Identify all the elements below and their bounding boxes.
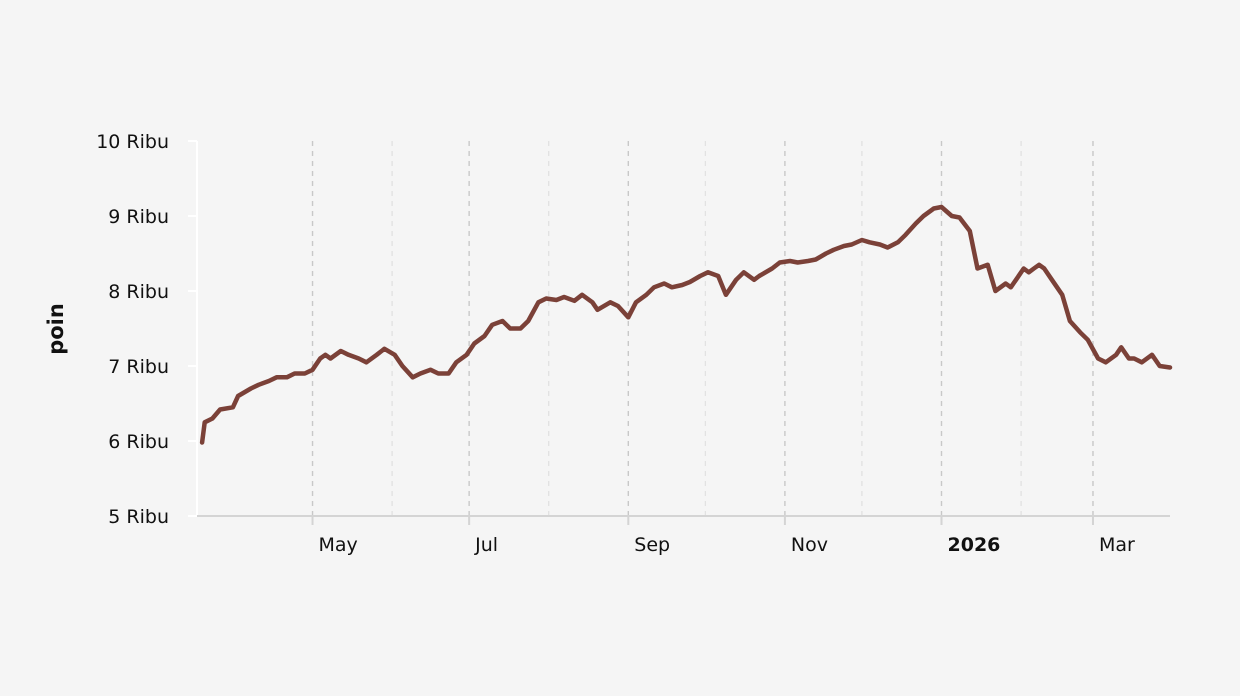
y-tick-label: 8 Ribu: [108, 281, 169, 303]
series-line-0: [199, 204, 1173, 445]
x-axis-ticks: May Jul Sep Nov 2026 Mar: [311, 516, 1135, 556]
x-tick-label: 2026: [948, 534, 1001, 556]
y-tick-label: 6 Ribu: [108, 431, 169, 453]
x-tick-label: Mar: [1099, 534, 1135, 556]
y-tick-label: 5 Ribu: [108, 506, 169, 528]
y-axis-ticks: 5 Ribu 6 Ribu 7 Ribu 8 Ribu 9 Ribu 10 Ribu: [96, 131, 197, 528]
series-layer: [199, 204, 1173, 445]
y-axis-title: poin: [44, 303, 68, 355]
y-tick-label: 10 Ribu: [96, 131, 169, 153]
y-tick-label: 7 Ribu: [108, 356, 169, 378]
x-tick-label: Nov: [791, 534, 828, 556]
x-tick-label: May: [319, 534, 358, 556]
x-tick-label: Sep: [634, 534, 670, 556]
x-tick-label: Jul: [474, 534, 498, 556]
y-tick-label: 9 Ribu: [108, 206, 169, 228]
grid-layer: [311, 141, 1094, 516]
